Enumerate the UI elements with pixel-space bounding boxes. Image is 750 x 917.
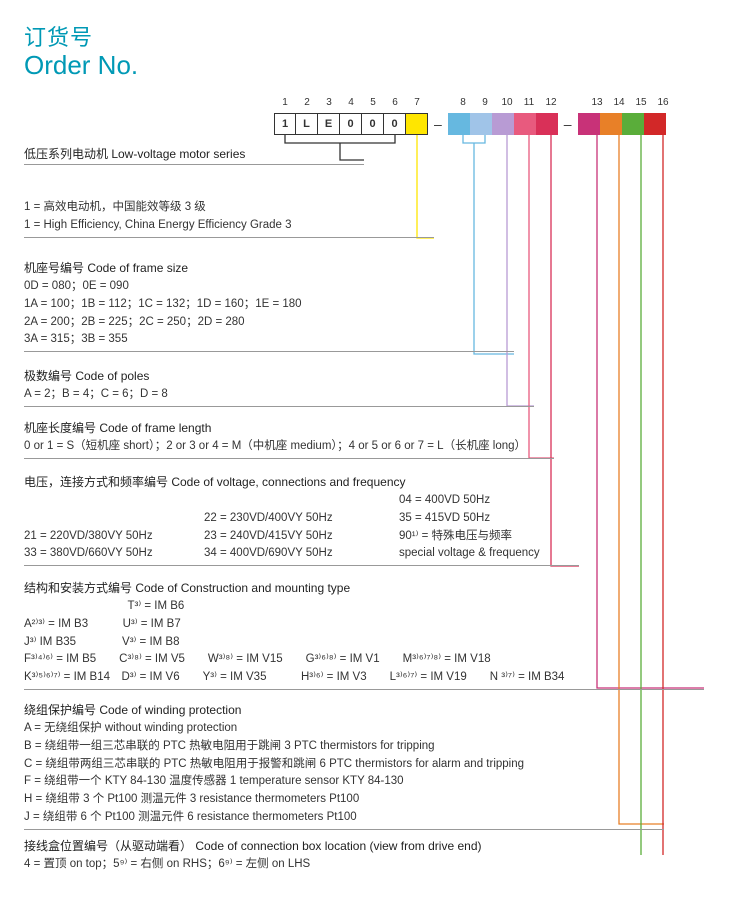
num: 16 — [652, 97, 674, 108]
num: 6 — [384, 97, 406, 108]
section-construction: 结构和安装方式编号 Code of Construction and mount… — [24, 579, 704, 690]
num: 11 — [518, 97, 540, 108]
section-header: 电压，连接方式和频率编号 Code of voltage, connection… — [24, 473, 579, 490]
code-cell-15 — [622, 113, 644, 135]
num: 15 — [630, 97, 652, 108]
dash: – — [564, 116, 572, 132]
text-line: F = 绕组带一个 KTY 84-130 温度传感器 1 temperature… — [24, 773, 664, 791]
order-code-diagram: 1 2 3 4 5 6 7 8 9 10 11 12 13 14 15 16 1… — [24, 95, 726, 855]
text-line: H = 绕组带 3 个 Pt100 测温元件 3 resistance ther… — [24, 791, 664, 809]
code-cell: E — [318, 113, 340, 135]
code-cell: 1 — [274, 113, 296, 135]
section-header: 结构和安装方式编号 Code of Construction and mount… — [24, 579, 704, 596]
code-cell-16 — [644, 113, 666, 135]
text-line: J³⁾ IM B35 V³⁾ = IM B8 — [24, 634, 704, 652]
code-cells: 1 L E 0 0 0 – – — [274, 113, 666, 135]
text-line: 2A = 200；2B = 225；2C = 250；2D = 280 — [24, 314, 514, 332]
code-cell-9 — [470, 113, 492, 135]
num: 12 — [540, 97, 562, 108]
text-line: K³⁾⁵⁾⁶⁾⁷⁾ = IM B14 D³⁾ = IM V6 Y³⁾ = IM … — [24, 669, 704, 687]
section-header: 机座长度编号 Code of frame length — [24, 419, 554, 436]
num: 4 — [340, 97, 362, 108]
code-cell-10 — [492, 113, 514, 135]
num: 14 — [608, 97, 630, 108]
code-cell: 0 — [340, 113, 362, 135]
text-line: 4 = 置顶 on top；5⁹⁾ = 右侧 on RHS；6⁹⁾ = 左侧 o… — [24, 856, 684, 874]
section-poles: 极数编号 Code of poles A = 2；B = 4；C = 6；D =… — [24, 367, 534, 407]
text-line: A = 2；B = 4；C = 6；D = 8 — [24, 386, 534, 404]
text-line: T³⁾ = IM B6 — [24, 598, 704, 616]
section-header: 极数编号 Code of poles — [24, 367, 534, 384]
position-numbers: 1 2 3 4 5 6 7 8 9 10 11 12 13 14 15 16 — [274, 97, 674, 108]
text-line: B = 绕组带一组三芯串联的 PTC 热敏电阻用于跳闸 3 PTC thermi… — [24, 738, 664, 756]
text-line: 0 or 1 = S（短机座 short）；2 or 3 or 4 = M（中机… — [24, 438, 554, 456]
text-line: 0D = 080；0E = 090 — [24, 278, 514, 296]
num: 1 — [274, 97, 296, 108]
code-cell-12 — [536, 113, 558, 135]
text-line: A = 无绕组保护 without winding protection — [24, 720, 664, 738]
text-line: C = 绕组带两组三芯串联的 PTC 热敏电阻用于报警和跳闸 6 PTC the… — [24, 756, 664, 774]
code-cell: 0 — [384, 113, 406, 135]
code-cell-11 — [514, 113, 536, 135]
section-motor-series: 低压系列电动机 Low-voltage motor series — [24, 145, 364, 165]
text-line: A²⁾³⁾ = IM B3 U³⁾ = IM B7 — [24, 616, 704, 634]
dash: – — [434, 116, 442, 132]
code-cell-8 — [448, 113, 470, 135]
section-winding: 绕组保护编号 Code of winding protection A = 无绕… — [24, 701, 664, 830]
text-line: 1 = 高效电动机，中国能效等级 3 级 — [24, 199, 434, 217]
num: 10 — [496, 97, 518, 108]
text-line: 1A = 100；1B = 112；1C = 132；1D = 160；1E =… — [24, 296, 514, 314]
section-header: 低压系列电动机 Low-voltage motor series — [24, 145, 364, 162]
code-cell-13 — [578, 113, 600, 135]
num: 5 — [362, 97, 384, 108]
section-frame-length: 机座长度编号 Code of frame length 0 or 1 = S（短… — [24, 419, 554, 459]
text-line: J = 绕组带 6 个 Pt100 测温元件 6 resistance ther… — [24, 809, 664, 827]
section-header: 接线盒位置编号（从驱动端看） Code of connection box lo… — [24, 837, 684, 854]
code-cell: L — [296, 113, 318, 135]
section-header: 绕组保护编号 Code of winding protection — [24, 701, 664, 718]
code-cell-14 — [600, 113, 622, 135]
section-efficiency: 1 = 高效电动机，中国能效等级 3 级 1 = High Efficiency… — [24, 199, 434, 238]
text-line: 3A = 315；3B = 355 — [24, 331, 514, 349]
num: 7 — [406, 97, 428, 108]
num: 2 — [296, 97, 318, 108]
code-cell-7 — [406, 113, 428, 135]
num: 9 — [474, 97, 496, 108]
text-line: 1 = High Efficiency, China Energy Effici… — [24, 217, 434, 235]
text-line: F³⁾⁴⁾⁶⁾ = IM B5 C³⁾⁸⁾ = IM V5 W³⁾⁸⁾ = IM… — [24, 651, 704, 669]
code-cell: 0 — [362, 113, 384, 135]
title-chinese: 订货号 — [24, 20, 726, 52]
section-frame-size: 机座号编号 Code of frame size 0D = 080；0E = 0… — [24, 259, 514, 352]
title-english: Order No. — [24, 50, 726, 81]
section-connection-box: 接线盒位置编号（从驱动端看） Code of connection box lo… — [24, 837, 684, 874]
num: 3 — [318, 97, 340, 108]
num: 8 — [452, 97, 474, 108]
num: 13 — [586, 97, 608, 108]
section-header: 机座号编号 Code of frame size — [24, 259, 514, 276]
section-voltage: 电压，连接方式和频率编号 Code of voltage, connection… — [24, 473, 579, 566]
